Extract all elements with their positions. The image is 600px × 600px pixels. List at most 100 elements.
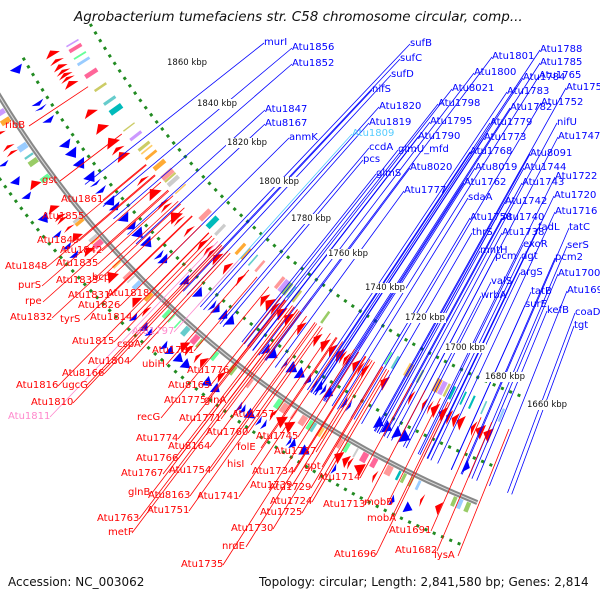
map-title: Agrobacterium tumefaciens str. C58 chrom…	[74, 9, 523, 25]
cog-block-outer	[143, 292, 154, 302]
topology-text: Topology: circular; Length: 2,841,580 bp…	[259, 575, 589, 589]
leader-line	[364, 390, 426, 506]
cog-block-inner	[103, 95, 117, 106]
reverse-gene-arrow	[42, 114, 55, 123]
gene-label: gst	[42, 175, 58, 186]
gene-label: Atu1856	[292, 42, 335, 53]
leader-line	[405, 281, 492, 449]
cog-block-outer	[358, 451, 370, 464]
cog-block-inner	[290, 289, 303, 303]
cog-block-outer	[92, 238, 104, 250]
gene-label: Atu1741	[197, 491, 240, 502]
forward-gene-arrow	[111, 145, 125, 156]
forward-gene-arrow	[212, 253, 224, 266]
forward-gene-arrow	[356, 361, 366, 376]
forward-gene-arrow	[56, 68, 71, 77]
cog-block-outer	[463, 501, 472, 513]
cog-block-outer	[74, 217, 85, 227]
reverse-gene-arrow	[345, 399, 353, 412]
gene-label: Atu1804	[88, 356, 131, 367]
reverse-gene-arrow	[108, 201, 120, 211]
leader-line	[310, 366, 384, 489]
gene-label: pcm2	[555, 252, 583, 263]
reverse-gene-arrow	[319, 383, 327, 396]
gene-label: Atu1696	[334, 549, 377, 560]
cog-block-inner	[240, 247, 252, 261]
scale-label: 1660 kbp	[526, 400, 569, 410]
reverse-gene-arrow	[131, 226, 143, 239]
backbone-highlight	[0, 96, 478, 504]
reverse-gene-arrow	[10, 175, 20, 186]
gene-label: Atu1779	[490, 117, 533, 128]
gene-label: Atu1788	[540, 44, 583, 55]
gene-label: murI	[264, 37, 288, 48]
gene-label: Atu1754	[169, 465, 212, 476]
cog-block-outer	[0, 107, 6, 117]
accession-text: Accession: NC_003062	[8, 575, 145, 589]
forward-gene-arrow	[276, 308, 288, 321]
reverse-gene-arrow	[103, 195, 115, 206]
forward-gene-arrow	[48, 205, 60, 215]
forward-gene-arrow	[183, 226, 195, 238]
leader-line	[310, 122, 491, 393]
gene-label: Atu1782	[510, 102, 553, 113]
forward-gene-arrow	[136, 175, 150, 187]
cog-block-outer	[414, 480, 422, 491]
cog-block-outer	[297, 414, 309, 427]
leader-line	[307, 91, 508, 391]
cog-block-inner	[467, 395, 476, 410]
gene-label: wrbA	[481, 290, 507, 301]
cog-block-outer	[352, 447, 359, 458]
gene-label: Atu1820	[379, 101, 422, 112]
leader-line	[238, 341, 343, 498]
forward-gene-arrow	[107, 137, 121, 150]
cog-block-inner	[174, 183, 187, 195]
leader-line	[430, 417, 482, 532]
gene-label: Atu1742	[505, 196, 548, 207]
leader-line	[331, 75, 540, 407]
forward-gene-arrow	[193, 352, 203, 364]
forward-gene-arrow	[470, 421, 478, 436]
leader-line	[247, 327, 323, 434]
cog-block-inner	[383, 351, 393, 365]
leader-line	[182, 89, 373, 292]
leader-line	[78, 175, 156, 242]
leader-line	[337, 197, 469, 410]
cog-block-inner	[108, 102, 124, 116]
gene-label: Atu1753	[566, 82, 600, 93]
cog-block-inner	[144, 149, 158, 161]
gene-label: tgt	[574, 320, 589, 331]
leader-line	[427, 195, 555, 459]
cog-block-inner	[129, 130, 143, 142]
forward-gene-arrow	[132, 297, 143, 308]
reverse-gene-arrow	[260, 343, 270, 355]
reverse-gene-arrow	[153, 249, 164, 260]
leader-line	[222, 351, 359, 566]
leader-line	[390, 401, 449, 520]
leader-line	[41, 181, 162, 287]
gene-label: tatB	[531, 286, 552, 297]
leader-line	[310, 151, 471, 393]
dotted-ring	[86, 19, 521, 398]
leader-line	[102, 164, 147, 201]
cog-block-inner	[280, 281, 294, 296]
reverse-gene-arrow	[402, 501, 413, 513]
leader-line	[361, 232, 473, 425]
reverse-gene-arrow	[52, 230, 62, 238]
scale-label: 1820 kbp	[226, 138, 269, 148]
gene-label: Atu1777	[404, 185, 447, 196]
forward-gene-arrow	[297, 322, 307, 336]
gene-label: Atu1738	[502, 227, 545, 238]
gene-label: Atu1729	[269, 482, 312, 493]
cog-block-outer	[245, 378, 254, 389]
gene-label: Atu1720	[554, 190, 597, 201]
leader-line	[323, 62, 541, 401]
forward-gene-arrow	[320, 339, 331, 353]
gene-label: Atu1768	[470, 146, 513, 157]
leader-line	[129, 252, 231, 363]
leader-line	[386, 122, 558, 439]
gene-label: mobB	[364, 497, 394, 508]
gene-label: Atu8167	[265, 118, 308, 129]
reverse-gene-arrow	[117, 211, 129, 222]
gene-label: Atu1797	[132, 326, 175, 337]
